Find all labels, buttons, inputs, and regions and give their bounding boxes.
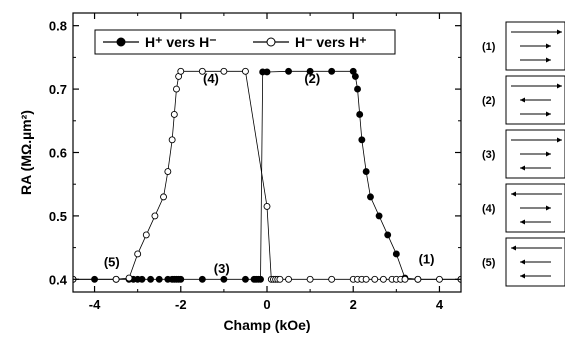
data-point (220, 67, 228, 75)
data-point (250, 275, 258, 283)
data-point (435, 275, 443, 283)
x-tick-label: 0 (263, 297, 270, 312)
data-point (371, 275, 379, 283)
data-point (392, 250, 400, 258)
data-point (354, 85, 361, 93)
data-point (362, 275, 370, 283)
data-point (142, 231, 150, 239)
arrow-head (546, 205, 551, 211)
arrow-head (557, 29, 562, 35)
legend: H⁺ vers H⁻ H⁻ vers H⁺ (94, 29, 396, 55)
series-line-0 (73, 70, 461, 280)
arrow-head (546, 43, 551, 49)
annotation-label: (2) (304, 71, 320, 86)
arrow-head (546, 111, 551, 117)
data-point (306, 275, 314, 283)
arrow-head (520, 97, 525, 103)
legend-box (94, 29, 396, 55)
x-tick-label: -2 (175, 297, 187, 312)
data-point (328, 67, 336, 75)
configuration-label: (3) (482, 149, 496, 161)
configuration-label: (2) (482, 95, 496, 107)
x-axis-label: Champ (kOe) (223, 317, 310, 333)
data-point (306, 67, 314, 75)
data-point (125, 274, 133, 282)
legend-marker (116, 37, 126, 47)
series-line-1 (73, 70, 461, 280)
data-point (285, 67, 293, 75)
arrow-head (520, 165, 525, 171)
y-tick-label: 0.8 (49, 19, 67, 34)
arrow-head (557, 83, 562, 89)
plot-frame (72, 12, 462, 293)
data-point (263, 202, 271, 210)
data-point (164, 275, 172, 283)
data-point (259, 68, 267, 76)
arrow-head (557, 137, 562, 143)
legend-entry: H⁺ vers H⁻ (145, 34, 217, 50)
annotation-label: (3) (214, 261, 230, 276)
configuration-label: (5) (482, 257, 496, 269)
data-point (384, 231, 392, 239)
arrow-head (511, 191, 516, 197)
data-point (173, 85, 180, 93)
data-point (349, 67, 357, 75)
data-point (362, 168, 370, 175)
annotation-label: (4) (203, 71, 219, 86)
y-tick-label: 0.7 (49, 82, 67, 97)
data-point (241, 275, 249, 283)
data-point (155, 275, 163, 283)
data-point (177, 67, 185, 75)
data-point (160, 193, 167, 201)
data-point (358, 136, 366, 144)
plot-area (73, 67, 461, 283)
annotation-label: (1) (419, 251, 435, 266)
data-point (151, 212, 159, 220)
data-point (375, 212, 383, 220)
configuration-panel: (1) (2) (3) (4) (5) (482, 21, 565, 287)
y-axis-label: RA (MΩ.µm²) (18, 110, 34, 195)
arrow-head (520, 259, 525, 265)
arrow-head (520, 219, 525, 225)
annotation-label: (5) (104, 255, 120, 270)
data-point (198, 275, 206, 283)
arrow-head (546, 151, 551, 157)
data-point (147, 275, 155, 283)
data-point (414, 275, 422, 283)
data-point (276, 275, 284, 283)
x-tick-label: -4 (89, 297, 101, 312)
data-point (168, 136, 176, 144)
configuration-label: (4) (482, 203, 496, 215)
data-point (220, 275, 228, 283)
y-tick-label: 0.6 (49, 146, 67, 161)
data-point (379, 275, 387, 283)
data-point (285, 275, 293, 283)
data-point (241, 67, 249, 75)
data-point (328, 275, 336, 283)
data-point (401, 275, 409, 283)
arrow-head (520, 273, 525, 279)
data-point (134, 250, 142, 258)
arrow-head (546, 57, 551, 63)
axes: -4 -2 0 2 4 0.4 0.5 0.6 0.7 0.8 Champ (kOe) RA (MΩ.… (18, 12, 462, 333)
data-point (112, 275, 120, 283)
configuration-label: (1) (482, 41, 496, 53)
annotations: (1) (2) (3) (4) (5) (104, 71, 435, 276)
data-point (164, 168, 172, 175)
x-tick-label: 2 (350, 297, 357, 312)
legend-entry: H⁻ vers H⁺ (295, 34, 367, 50)
data-point (367, 193, 374, 201)
y-tick-label: 0.4 (49, 272, 68, 287)
legend-marker (266, 37, 276, 47)
arrow-head (511, 245, 516, 251)
y-tick-label: 0.5 (49, 209, 67, 224)
data-point (198, 67, 206, 75)
data-point (356, 111, 364, 118)
x-tick-label: 4 (436, 297, 444, 312)
data-point (170, 111, 178, 118)
